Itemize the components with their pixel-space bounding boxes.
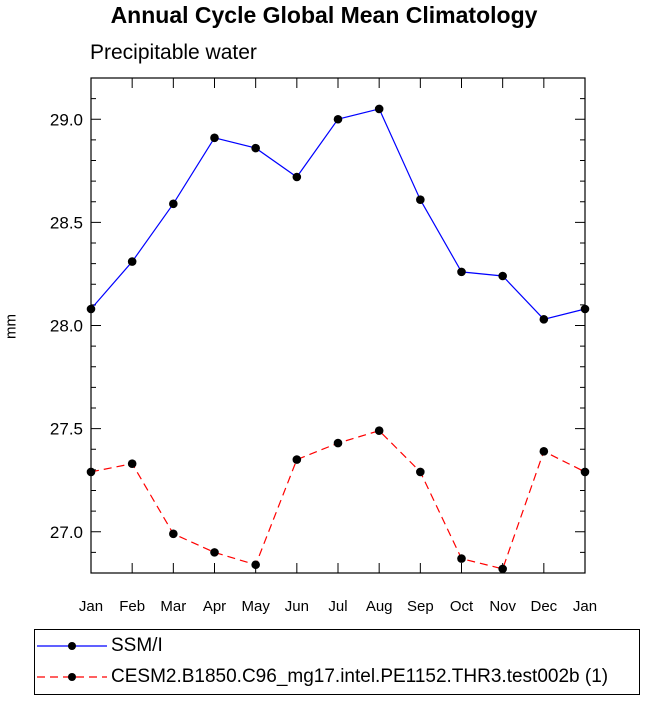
x-tick-label: Mar bbox=[160, 598, 186, 615]
legend-marker-cesm bbox=[37, 673, 107, 681]
legend-label-cesm: CESM2.B1850.C96_mg17.intel.PE1152.THR3.t… bbox=[111, 666, 609, 687]
legend-item-ssmi: SSM/I bbox=[35, 632, 639, 662]
data-point-series-0 bbox=[416, 195, 425, 204]
data-point-series-1 bbox=[333, 438, 343, 448]
x-tick-label: Aug bbox=[366, 598, 393, 615]
legend: SSM/I CESM2.B1850.C96_mg17.intel.PE1152.… bbox=[34, 629, 640, 695]
x-tick-label: May bbox=[241, 598, 270, 615]
x-tick-label: Oct bbox=[450, 598, 474, 615]
series-line-0 bbox=[90, 108, 586, 320]
plot-frame bbox=[90, 77, 586, 574]
data-point-series-1 bbox=[251, 560, 260, 570]
data-point-series-0 bbox=[127, 257, 137, 266]
x-tick-label: Jan bbox=[573, 598, 597, 615]
chart-title: Annual Cycle Global Mean Climatology bbox=[110, 2, 538, 28]
data-point-series-1 bbox=[210, 548, 219, 557]
x-tick-label: Jan bbox=[79, 598, 103, 615]
data-point-series-0 bbox=[169, 199, 178, 209]
data-point-series-1 bbox=[457, 554, 466, 563]
data-point-series-0 bbox=[374, 104, 384, 114]
data-point-series-0 bbox=[539, 315, 549, 324]
chart-subtitle: Precipitable water bbox=[90, 41, 257, 64]
data-point-series-0 bbox=[457, 267, 466, 277]
data-point-series-1 bbox=[498, 564, 507, 574]
data-point-series-0 bbox=[292, 172, 302, 182]
y-tick-label: 29.0 bbox=[50, 110, 83, 129]
data-point-series-0 bbox=[210, 133, 219, 143]
x-tick-label: Apr bbox=[203, 598, 226, 615]
legend-marker-ssmi bbox=[37, 642, 107, 650]
x-tick-label: Jun bbox=[285, 598, 309, 615]
y-tick-label: 28.5 bbox=[50, 213, 83, 232]
data-point-series-1 bbox=[374, 426, 384, 435]
data-point-series-1 bbox=[292, 455, 302, 464]
data-point-series-1 bbox=[127, 459, 137, 468]
y-tick-label: 27.5 bbox=[50, 420, 83, 439]
data-point-series-1 bbox=[539, 447, 549, 456]
series-line-1 bbox=[90, 430, 586, 570]
x-tick-label: Nov bbox=[489, 598, 516, 615]
x-tick-label: Sep bbox=[407, 598, 434, 615]
data-point-series-1 bbox=[86, 467, 96, 477]
data-point-series-1 bbox=[169, 529, 178, 539]
data-point-series-0 bbox=[333, 114, 343, 124]
data-point-series-0 bbox=[251, 143, 260, 153]
y-tick-label: 27.0 bbox=[50, 523, 83, 542]
x-tick-label: Jul bbox=[328, 598, 347, 615]
data-point-series-1 bbox=[580, 467, 590, 477]
legend-item-cesm: CESM2.B1850.C96_mg17.intel.PE1152.THR3.t… bbox=[35, 663, 639, 693]
data-point-series-0 bbox=[86, 304, 96, 314]
y-tick-label: 28.0 bbox=[50, 317, 83, 336]
x-tick-label: Feb bbox=[119, 598, 145, 615]
data-point-series-1 bbox=[416, 467, 425, 477]
data-point-series-0 bbox=[580, 304, 590, 314]
data-point-series-0 bbox=[498, 271, 507, 281]
x-tick-label: Dec bbox=[530, 598, 557, 615]
legend-label-ssmi: SSM/I bbox=[111, 635, 163, 656]
